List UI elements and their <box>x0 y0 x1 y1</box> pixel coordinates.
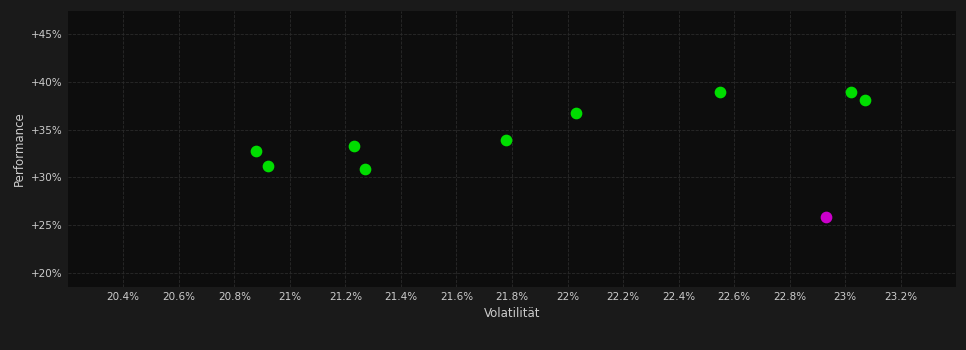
Point <box>357 166 373 172</box>
Point <box>843 89 859 95</box>
Point <box>818 215 834 220</box>
Y-axis label: Performance: Performance <box>13 111 25 186</box>
Point <box>568 110 583 115</box>
X-axis label: Volatilität: Volatilität <box>484 307 540 320</box>
Point <box>857 97 872 103</box>
Point <box>346 143 361 149</box>
Point <box>260 163 275 169</box>
Point <box>248 148 264 153</box>
Point <box>713 89 728 95</box>
Point <box>498 137 514 143</box>
